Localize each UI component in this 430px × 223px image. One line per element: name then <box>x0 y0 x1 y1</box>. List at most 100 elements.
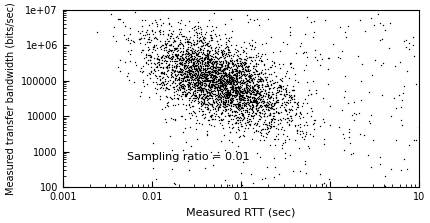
Point <box>126 41 133 45</box>
Point <box>207 102 214 106</box>
Point <box>269 97 276 100</box>
Point <box>244 69 251 73</box>
Point <box>389 96 396 100</box>
Point <box>245 55 252 59</box>
Point <box>296 45 303 48</box>
Point <box>159 30 166 33</box>
Point <box>221 63 227 67</box>
Point <box>196 68 203 72</box>
Point <box>221 62 228 65</box>
Point <box>165 22 172 25</box>
Point <box>233 104 240 108</box>
Point <box>242 82 249 86</box>
Point <box>203 70 209 74</box>
Point <box>160 82 167 85</box>
Point <box>209 82 215 86</box>
Point <box>242 101 249 105</box>
Point <box>262 92 269 95</box>
Point <box>214 71 221 75</box>
Point <box>205 51 212 55</box>
Point <box>224 63 231 66</box>
Point <box>281 108 288 112</box>
Point <box>231 86 238 90</box>
Point <box>138 48 144 52</box>
Point <box>233 88 240 92</box>
Point <box>249 78 255 82</box>
Point <box>203 88 209 91</box>
Point <box>222 52 229 55</box>
Point <box>233 94 240 97</box>
Point <box>283 91 289 94</box>
Point <box>219 52 226 56</box>
Point <box>203 94 209 98</box>
Point <box>364 153 371 157</box>
Point <box>193 59 200 62</box>
Point <box>188 75 195 79</box>
Point <box>310 127 317 130</box>
Point <box>206 122 212 126</box>
Point <box>233 59 240 62</box>
Point <box>184 42 191 46</box>
Point <box>185 96 192 99</box>
Point <box>206 33 213 37</box>
Point <box>154 68 161 71</box>
Point <box>144 45 151 49</box>
Point <box>276 66 283 70</box>
Point <box>240 87 247 91</box>
Point <box>257 115 264 119</box>
Point <box>156 97 163 101</box>
Point <box>184 102 191 105</box>
Point <box>239 48 246 52</box>
Point <box>236 99 243 102</box>
Point <box>252 123 259 126</box>
Point <box>216 71 223 74</box>
Point <box>178 42 184 46</box>
Point <box>208 61 215 64</box>
Point <box>180 83 187 87</box>
Point <box>303 111 310 115</box>
Point <box>194 24 201 27</box>
Point <box>195 88 202 92</box>
Point <box>164 68 171 72</box>
Point <box>179 43 186 47</box>
Point <box>163 66 170 69</box>
Point <box>148 152 155 156</box>
Point <box>207 75 214 78</box>
Point <box>162 88 169 91</box>
Point <box>201 53 208 57</box>
Point <box>256 130 263 134</box>
Point <box>151 62 158 66</box>
Point <box>176 60 183 63</box>
Point <box>296 110 303 114</box>
Point <box>236 98 243 102</box>
Point <box>338 109 344 112</box>
Point <box>165 62 172 66</box>
Point <box>268 99 275 102</box>
Point <box>203 72 210 76</box>
Point <box>277 84 284 88</box>
Point <box>246 99 253 102</box>
Point <box>249 103 255 106</box>
Point <box>215 97 222 101</box>
Point <box>281 140 288 144</box>
Point <box>200 58 206 62</box>
Point <box>259 97 266 101</box>
Point <box>228 122 235 126</box>
Point <box>150 47 157 51</box>
Point <box>194 79 200 83</box>
Point <box>199 49 206 52</box>
Point <box>211 32 218 36</box>
Point <box>205 71 212 75</box>
Point <box>155 58 162 62</box>
Point <box>227 53 234 57</box>
Point <box>227 96 234 100</box>
Point <box>212 93 219 97</box>
Point <box>126 78 132 82</box>
Point <box>249 87 256 90</box>
Point <box>204 56 211 60</box>
Point <box>214 53 221 56</box>
Point <box>237 85 243 88</box>
Point <box>233 72 240 75</box>
Point <box>159 65 166 69</box>
Point <box>187 59 194 62</box>
